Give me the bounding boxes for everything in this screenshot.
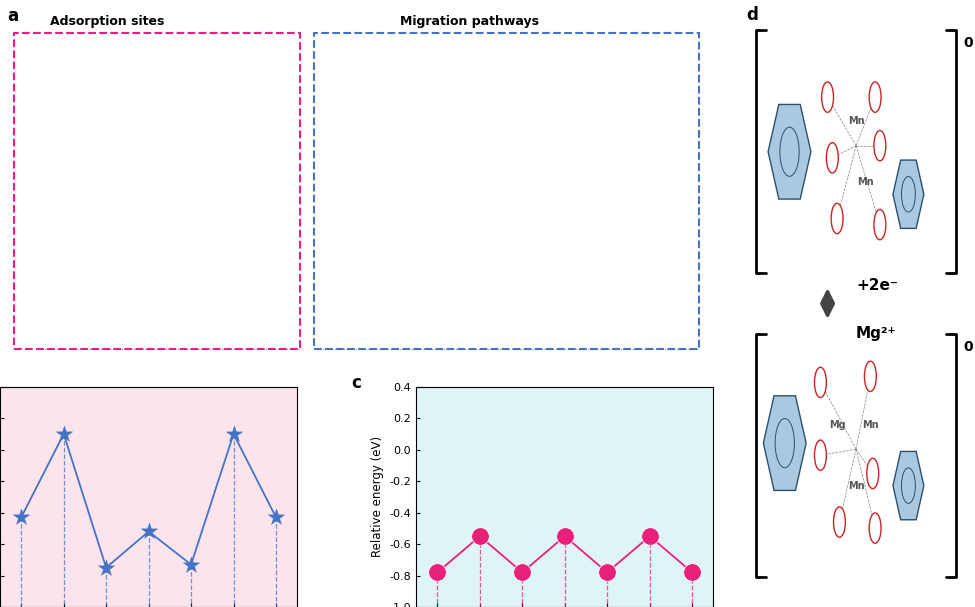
Point (642, 531, 657, 541)
Text: Mn: Mn (848, 481, 865, 490)
Polygon shape (763, 396, 806, 490)
Text: +2e⁻: +2e⁻ (856, 278, 898, 293)
Circle shape (822, 82, 834, 112)
Text: Mn: Mn (848, 117, 865, 126)
Y-axis label: Relative energy (eV): Relative energy (eV) (371, 436, 384, 557)
Text: d: d (747, 6, 759, 24)
Text: Mn: Mn (857, 177, 874, 187)
Point (268, 512, 284, 522)
Point (557, 531, 572, 541)
Point (226, 429, 242, 439)
Circle shape (869, 82, 881, 112)
Text: Mn: Mn (862, 420, 878, 430)
Text: Migration pathways: Migration pathways (400, 15, 538, 27)
Text: a: a (7, 7, 19, 25)
Text: Mg: Mg (829, 420, 845, 430)
Polygon shape (893, 452, 924, 520)
Circle shape (831, 203, 843, 234)
Circle shape (834, 507, 845, 537)
Text: Mg²⁺: Mg²⁺ (856, 327, 897, 341)
Point (56, 429, 71, 439)
Point (183, 560, 199, 569)
Circle shape (814, 440, 827, 470)
Polygon shape (768, 104, 811, 199)
Circle shape (865, 361, 877, 392)
Point (140, 527, 156, 537)
Point (600, 568, 615, 577)
Polygon shape (893, 160, 924, 228)
Text: 0: 0 (963, 36, 973, 50)
Circle shape (869, 513, 881, 543)
Circle shape (827, 143, 838, 173)
Circle shape (867, 458, 878, 489)
Text: c: c (351, 373, 361, 392)
Point (98, 563, 114, 572)
Circle shape (874, 131, 886, 161)
Point (684, 568, 700, 577)
Point (430, 568, 446, 577)
Point (515, 568, 530, 577)
Circle shape (874, 209, 886, 240)
Point (472, 531, 488, 541)
Text: Adsorption sites: Adsorption sites (50, 15, 165, 27)
Circle shape (814, 367, 827, 398)
Point (14, 512, 29, 522)
Text: 0: 0 (963, 340, 973, 354)
